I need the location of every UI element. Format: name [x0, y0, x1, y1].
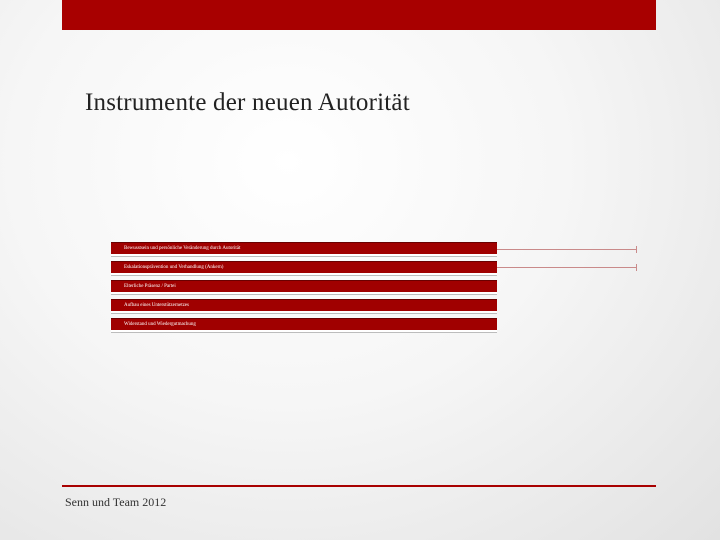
instrument-label: Elterliche Präsenz / Partei [124, 284, 176, 289]
instrument-label: Widerstand und Wiedergutmachung [124, 322, 196, 327]
instrument-list: Bewusstsein und persönliche Veränderung … [111, 242, 497, 337]
footer-divider [62, 485, 656, 487]
instrument-label: Eskalations­prävention und Verhandlung (… [124, 265, 224, 270]
instrument-bar: Eskalations­prävention und Verhandlung (… [111, 261, 497, 273]
connector-line [497, 264, 637, 271]
instrument-bar: Bewusstsein und persönliche Veränderung … [111, 242, 497, 254]
slide-title: Instrumente der neuen Autorität [85, 89, 410, 116]
instrument-label: Aufbau eines Unterstützernetzes [124, 303, 189, 308]
footer-credit: Senn und Team 2012 [65, 495, 167, 509]
instrument-label: Bewusstsein und persönliche Veränderung … [124, 246, 241, 251]
instrument-bar: Widerstand und Wiedergutmachung [111, 318, 497, 330]
instrument-bar: Elterliche Präsenz / Partei [111, 280, 497, 292]
connector-line [497, 246, 637, 253]
instrument-bar: Aufbau eines Unterstützernetzes [111, 299, 497, 311]
top-accent-bar [62, 0, 656, 30]
